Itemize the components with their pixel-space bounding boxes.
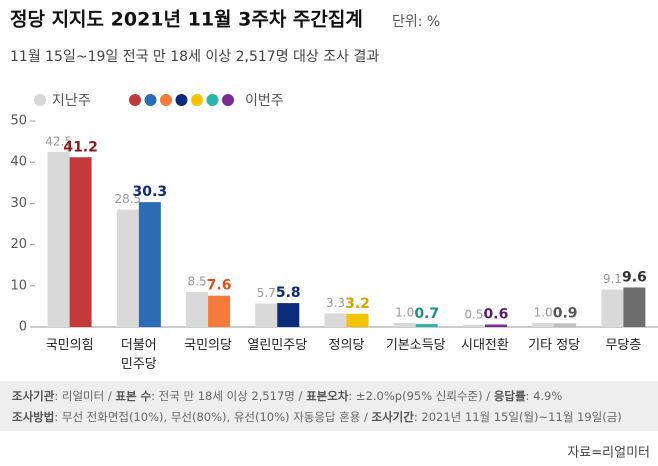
bar (138, 202, 161, 327)
bar (462, 324, 485, 327)
note-label: 조사기관 (12, 389, 55, 403)
bar (623, 287, 646, 327)
bar (484, 324, 507, 327)
value-label: 30.3 (133, 184, 168, 200)
legend-label: 지난주 (52, 93, 91, 109)
legend-dot (222, 94, 234, 106)
value-label: 1.0 (395, 305, 414, 319)
source: 자료=리얼미터 (567, 446, 650, 461)
y-tick-label: 10 (10, 278, 27, 293)
y-tick-label: 40 (10, 155, 27, 170)
note-text: : 리얼미터 / (54, 389, 115, 403)
value-label: 9.6 (622, 269, 647, 285)
x-tick-line: 시대전환 (461, 338, 509, 353)
bar (255, 303, 278, 327)
x-tick-label: 정의당 (329, 338, 365, 353)
bar (554, 323, 577, 327)
x-tick-line: 정의당 (329, 338, 365, 353)
x-tick-line: 국민의당 (184, 338, 232, 353)
value-label: 5.8 (276, 285, 301, 301)
note-text: : 4.9% (526, 389, 563, 403)
value-label: 0.6 (484, 307, 509, 323)
note-label: 표본 수 (115, 389, 151, 403)
bar (69, 157, 92, 327)
value-label: 41.2 (63, 139, 98, 155)
value-label: 0.9 (553, 305, 578, 321)
legend-dot (129, 94, 141, 106)
x-tick-label: 국민의당 (184, 338, 232, 353)
x-tick-line: 기타 정당 (528, 338, 580, 353)
bar (208, 295, 231, 327)
value-label: 9.1 (603, 272, 622, 286)
note-line: 조사기관: 리얼미터 / 표본 수: 전국 만 18세 이상 2,517명 / … (12, 389, 562, 403)
note-text: : 2021년 11월 15일(월)~11월 19일(금) (414, 410, 622, 424)
legend-label: 이번주 (245, 93, 284, 109)
bar (532, 322, 555, 327)
x-tick-line: 국민의힘 (46, 338, 94, 353)
value-label: 28.5 (114, 192, 141, 206)
bar (47, 151, 70, 327)
value-label: 3.3 (326, 296, 345, 310)
value-label: 8.5 (188, 274, 207, 288)
note-label: 조사방법 (12, 410, 54, 424)
y-tick-label: 20 (10, 237, 27, 252)
x-tick-line: 민주당 (121, 357, 157, 372)
bar (324, 313, 347, 327)
x-tick-line: 열린민주당 (247, 338, 307, 353)
x-tick-label: 시대전환 (461, 338, 509, 353)
note-label: 응답률 (494, 389, 526, 403)
x-tick-label: 무당층 (605, 338, 641, 353)
x-tick-line: 기본소득당 (386, 338, 446, 353)
x-tick-label: 국민의힘 (46, 338, 94, 353)
value-label: 3.2 (345, 296, 370, 312)
value-label: 7.6 (207, 278, 232, 294)
legend-dot (175, 94, 188, 106)
legend-dot (34, 94, 46, 106)
x-tick-label: 기본소득당 (386, 338, 446, 353)
x-tick-line: 무당층 (605, 338, 641, 353)
bar (415, 324, 438, 327)
notes-box (0, 381, 658, 431)
bar (393, 322, 416, 327)
value-label: 1.0 (534, 305, 553, 319)
y-tick-label: 30 (10, 196, 27, 211)
note-text: : ±2.0%p(95% 신뢰수준) / (348, 389, 493, 403)
y-tick-label: 50 (10, 114, 27, 129)
note-label: 표본오차 (306, 389, 349, 403)
subtitle: 11월 15일~19일 전국 만 18세 이상 2,517명 대상 조사 결과 (10, 49, 379, 65)
value-label: 42.5 (45, 134, 72, 148)
y-tick-label: 0 (19, 320, 27, 335)
note-label: 조사기간 (372, 410, 415, 424)
bar (346, 313, 369, 327)
note-text: : 전국 만 18세 이상 2,517명 / (151, 389, 306, 403)
legend-dot (191, 94, 203, 106)
value-label: 0.7 (414, 306, 439, 322)
note-text: : 무선 전화면접(10%), 무선(80%), 유선(10%) 자동응답 혼용… (54, 410, 371, 424)
x-tick-label: 열린민주당 (247, 338, 307, 353)
value-label: 0.5 (464, 307, 483, 321)
legend-dot (144, 94, 157, 106)
bar (186, 291, 209, 327)
bar (277, 303, 300, 327)
value-label: 5.7 (257, 286, 276, 300)
note-line: 조사방법: 무선 전화면접(10%), 무선(80%), 유선(10%) 자동응… (12, 410, 622, 424)
bar (601, 289, 624, 327)
unit: 단위: % (392, 14, 440, 30)
legend-dot (160, 94, 172, 106)
x-tick-label: 기타 정당 (528, 338, 580, 353)
bar (116, 209, 139, 327)
chart-title: 정당 지지도 2021년 11월 3주차 주간집계 (10, 9, 363, 31)
legend-dot (206, 94, 219, 106)
x-tick-line: 더불어 (121, 338, 157, 353)
